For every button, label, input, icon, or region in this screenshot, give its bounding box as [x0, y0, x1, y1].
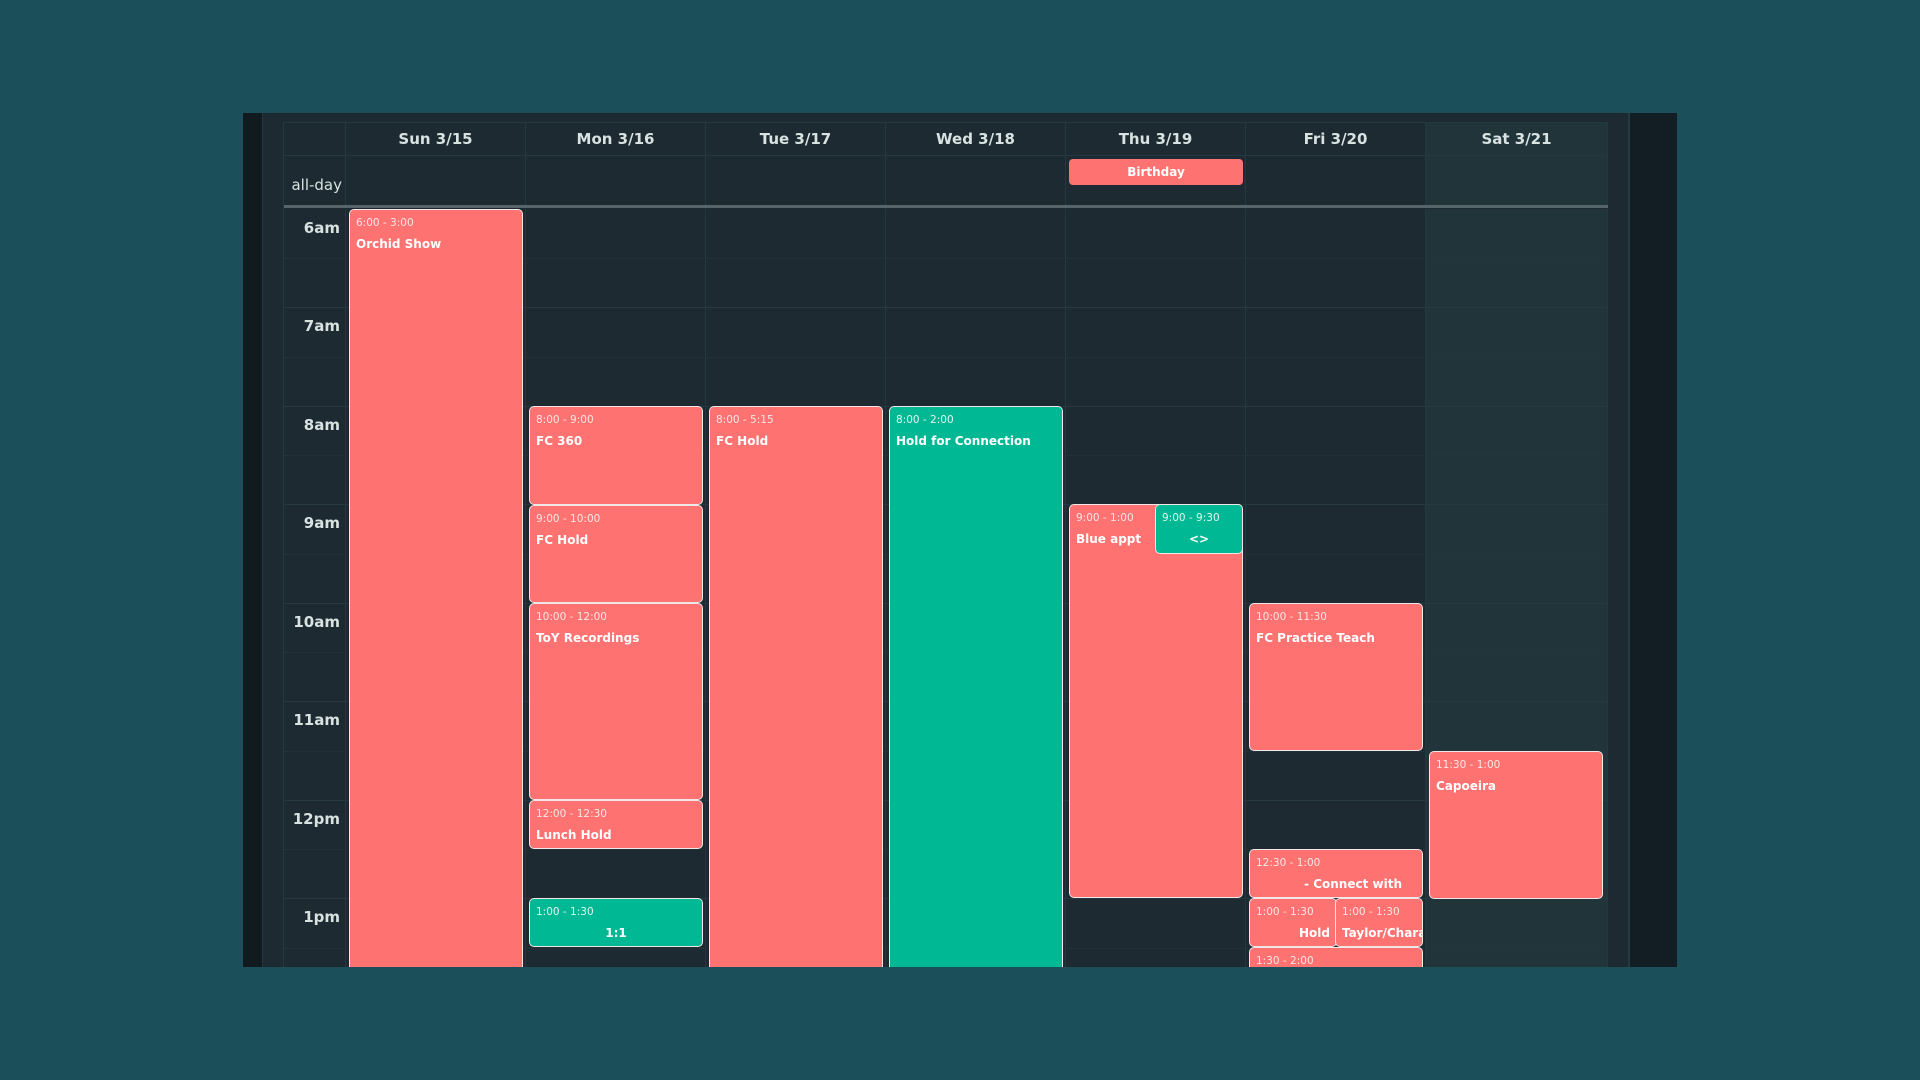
event-time: 9:00 - 1:00	[1076, 512, 1134, 524]
day-header-wed[interactable]: Wed 3/18	[886, 123, 1066, 156]
event-code-block[interactable]: 9:00 - 9:30 <>	[1155, 504, 1243, 554]
event-time: 1:00 - 1:30	[1256, 906, 1314, 918]
event-time: 1:00 - 1:30	[536, 906, 594, 918]
event-connect-with[interactable]: 12:30 - 1:00 - Connect with	[1249, 849, 1423, 898]
week-grid: Sun 3/15 Mon 3/16 Tue 3/17 Wed 3/18 Thu …	[283, 122, 1608, 967]
event-time: 8:00 - 5:15	[716, 414, 774, 426]
all-day-separator	[284, 205, 1608, 208]
event-fc-practice-teach[interactable]: 10:00 - 11:30 FC Practice Teach	[1249, 603, 1423, 751]
event-time: 1:30 - 2:00	[1256, 955, 1314, 967]
all-day-cell-mon[interactable]	[526, 156, 706, 205]
all-day-cell-thu[interactable]: Birthday	[1066, 156, 1246, 205]
time-grid-body: 6am 7am 8am 9am 10am 11am 12pm 1pm	[284, 209, 1608, 967]
hour-label: 7am	[303, 317, 340, 335]
hour-label: 8am	[303, 416, 340, 434]
all-day-event-birthday[interactable]: Birthday	[1069, 159, 1243, 185]
event-fri-130[interactable]: 1:30 - 2:00	[1249, 947, 1423, 967]
all-day-row: all-day Birthday	[284, 156, 1608, 205]
event-title: FC 360	[536, 434, 583, 448]
day-label: Sun 3/15	[346, 123, 525, 156]
day-header-sun[interactable]: Sun 3/15	[346, 123, 526, 156]
left-sidebar-edge	[243, 113, 263, 967]
event-title: Capoeira	[1436, 779, 1497, 793]
event-title: Hold for Connection	[896, 434, 1031, 448]
event-title: ToY Recordings	[536, 631, 640, 645]
event-hold-fri[interactable]: 1:00 - 1:30 Hold	[1249, 898, 1337, 947]
event-title: FC Practice Teach	[1256, 631, 1375, 645]
event-time: 9:00 - 9:30	[1162, 512, 1220, 524]
event-time: 8:00 - 9:00	[536, 414, 594, 426]
event-title: Hold	[1299, 926, 1330, 940]
event-title: FC Hold	[716, 434, 769, 448]
event-time: 11:30 - 1:00	[1436, 759, 1501, 771]
day-label: Sat 3/21	[1426, 123, 1607, 156]
day-label: Wed 3/18	[886, 123, 1065, 156]
event-one-on-one[interactable]: 1:00 - 1:30 1:1	[529, 898, 703, 947]
calendar-window: Sun 3/15 Mon 3/16 Tue 3/17 Wed 3/18 Thu …	[243, 113, 1677, 967]
day-header-fri[interactable]: Fri 3/20	[1246, 123, 1426, 156]
day-header-sat[interactable]: Sat 3/21	[1426, 123, 1608, 156]
day-column-mon[interactable]	[526, 209, 706, 967]
all-day-cell-fri[interactable]	[1246, 156, 1426, 205]
day-column-sun[interactable]	[346, 209, 526, 967]
all-day-label: all-day	[291, 176, 342, 194]
all-day-cell-wed[interactable]	[886, 156, 1066, 205]
event-title: Taylor/Chara	[1342, 926, 1423, 940]
event-blue-appt[interactable]: 9:00 - 1:00 Blue appt	[1069, 504, 1243, 898]
day-header-row: Sun 3/15 Mon 3/16 Tue 3/17 Wed 3/18 Thu …	[284, 123, 1608, 156]
hour-label: 9am	[303, 514, 340, 532]
event-fc-hold-mon[interactable]: 9:00 - 10:00 FC Hold	[529, 505, 703, 603]
hour-label: 12pm	[292, 810, 340, 828]
event-title: <>	[1188, 532, 1210, 546]
event-time: 1:00 - 1:30	[1342, 906, 1400, 918]
day-label: Thu 3/19	[1066, 123, 1245, 156]
day-column-tue[interactable]	[706, 209, 886, 967]
event-title: - Connect with	[1304, 877, 1402, 891]
event-time: 10:00 - 12:00	[536, 611, 607, 623]
event-time: 12:30 - 1:00	[1256, 857, 1321, 869]
hour-label: 10am	[293, 613, 340, 631]
event-title: 1:1	[605, 926, 627, 940]
all-day-cell-sat[interactable]	[1426, 156, 1608, 205]
event-time: 8:00 - 2:00	[896, 414, 954, 426]
event-time: 12:00 - 12:30	[536, 808, 607, 820]
all-day-cell-sun[interactable]	[346, 156, 526, 205]
event-fc-360[interactable]: 8:00 - 9:00 FC 360	[529, 406, 703, 505]
day-column-wed[interactable]	[886, 209, 1066, 967]
day-label: Fri 3/20	[1246, 123, 1425, 156]
event-orchid-show[interactable]: 6:00 - 3:00 Orchid Show	[349, 209, 523, 967]
all-day-gutter: all-day	[284, 156, 346, 205]
event-time: 9:00 - 10:00	[536, 513, 601, 525]
day-label: Mon 3/16	[526, 123, 705, 156]
event-fc-hold-tue[interactable]: 8:00 - 5:15 FC Hold	[709, 406, 883, 967]
header-gutter	[284, 123, 346, 156]
event-title: Lunch Hold	[536, 828, 612, 842]
hour-label: 6am	[303, 219, 340, 237]
day-column-thu[interactable]	[1066, 209, 1246, 967]
day-column-fri[interactable]	[1246, 209, 1426, 967]
hour-label: 1pm	[303, 908, 340, 926]
event-time: 10:00 - 11:30	[1256, 611, 1327, 623]
event-title: Orchid Show	[356, 237, 442, 251]
event-toy-recordings[interactable]: 10:00 - 12:00 ToY Recordings	[529, 603, 703, 800]
hour-label: 11am	[293, 711, 340, 729]
event-title: FC Hold	[536, 533, 589, 547]
day-header-tue[interactable]: Tue 3/17	[706, 123, 886, 156]
all-day-cell-tue[interactable]	[706, 156, 886, 205]
event-capoeira[interactable]: 11:30 - 1:00 Capoeira	[1429, 751, 1603, 899]
day-header-mon[interactable]: Mon 3/16	[526, 123, 706, 156]
event-lunch-hold[interactable]: 12:00 - 12:30 Lunch Hold	[529, 800, 703, 849]
event-hold-for-connection[interactable]: 8:00 - 2:00 Hold for Connection	[889, 406, 1063, 967]
right-sidebar-edge	[1628, 113, 1677, 967]
event-time: 6:00 - 3:00	[356, 217, 414, 229]
event-title: Blue appt	[1076, 532, 1142, 546]
day-label: Tue 3/17	[706, 123, 885, 156]
event-taylor-chara[interactable]: 1:00 - 1:30 Taylor/Chara	[1335, 898, 1423, 947]
time-gutter: 6am 7am 8am 9am 10am 11am 12pm 1pm	[284, 209, 346, 967]
day-header-thu[interactable]: Thu 3/19	[1066, 123, 1246, 156]
